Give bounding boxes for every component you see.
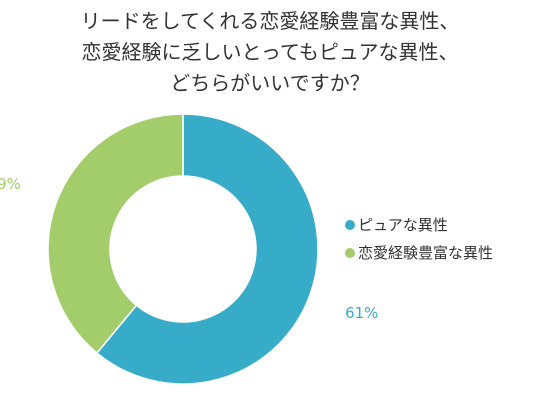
slice-experienced [47, 113, 184, 355]
legend-item-experienced: 恋愛経験豊富な異性 [345, 239, 493, 267]
chart-title: リードをしてくれる恋愛経験豊富な異性、 恋愛経験に乏しいとってもピュアな異性、 … [0, 6, 540, 99]
legend-swatch-experienced [345, 248, 355, 258]
data-label-experienced: 39% [0, 175, 21, 193]
title-line-1: リードをしてくれる恋愛経験豊富な異性、 [80, 9, 460, 33]
legend-label-experienced: 恋愛経験豊富な異性 [358, 244, 494, 262]
data-label-pure: 61% [345, 304, 378, 322]
legend: ピュアな異性 恋愛経験豊富な異性 [345, 211, 493, 267]
slice-pure [95, 113, 319, 385]
legend-label-pure: ピュアな異性 [358, 216, 448, 234]
legend-item-pure: ピュアな異性 [345, 211, 493, 239]
title-line-2: 恋愛経験に乏しいとってもピュアな異性、 [81, 40, 459, 64]
title-line-3: どちらがいいですか？ [170, 71, 370, 95]
legend-swatch-pure [345, 220, 355, 230]
